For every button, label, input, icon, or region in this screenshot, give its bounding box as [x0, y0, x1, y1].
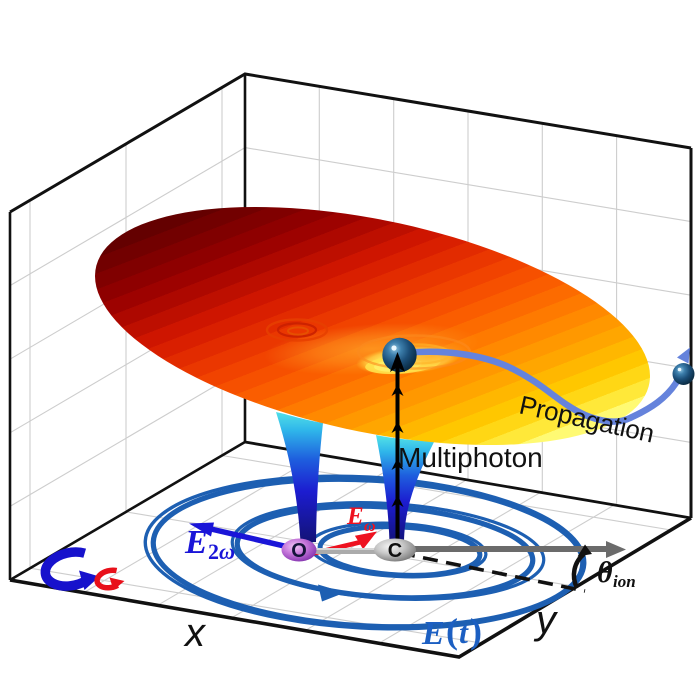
svg-text:x: x: [183, 611, 207, 655]
svg-text:θ: θ: [597, 556, 613, 589]
svg-text:E: E: [421, 615, 445, 652]
svg-text:y: y: [533, 598, 559, 642]
svg-text:E: E: [346, 503, 364, 530]
svg-text:): ): [470, 611, 482, 651]
svg-text:O: O: [291, 540, 307, 562]
svg-text:2: 2: [208, 539, 219, 564]
svg-text:C: C: [388, 540, 402, 562]
svg-text:ion: ion: [613, 572, 636, 591]
svg-text:E: E: [184, 524, 208, 561]
svg-text:Multiphoton: Multiphoton: [398, 442, 543, 473]
svg-text:t: t: [459, 614, 469, 650]
svg-text:(: (: [446, 611, 458, 651]
svg-text:ω: ω: [219, 539, 235, 564]
svg-text:ω: ω: [364, 518, 376, 535]
